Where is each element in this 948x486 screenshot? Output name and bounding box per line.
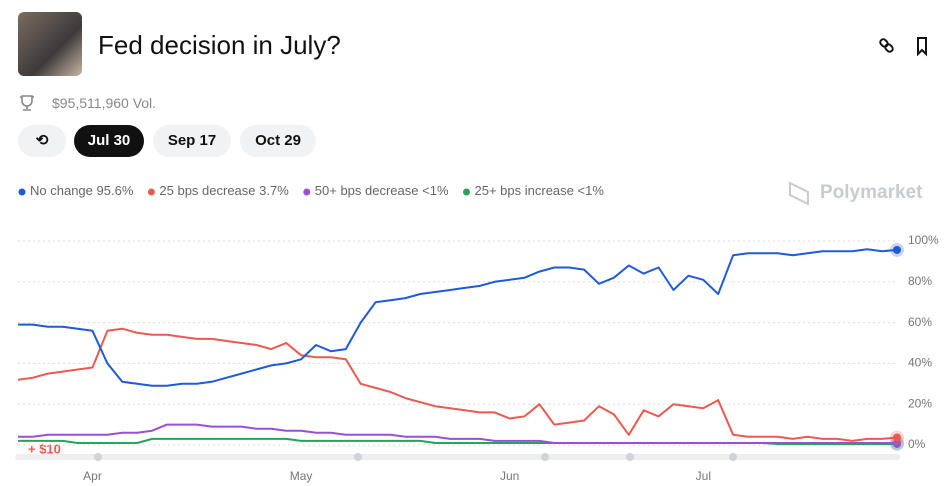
series-line [18, 248, 898, 387]
trophy-icon [20, 95, 34, 111]
legend-dot [463, 188, 471, 196]
x-tick-label: Jun [500, 469, 519, 483]
legend-entry: 25+ bps increase <1% [475, 183, 605, 198]
legend-value: 95.6% [97, 183, 134, 198]
timeline-dots [94, 453, 737, 461]
legend-value: <1% [578, 183, 605, 198]
y-tick-label: 60% [908, 315, 932, 329]
y-tick-label: 80% [908, 274, 932, 288]
date-tab[interactable]: Sep 17 [153, 125, 231, 157]
volume: $95,511,960 Vol. [52, 95, 157, 111]
avatar [18, 12, 82, 76]
brand: Polymarket [820, 182, 923, 203]
brand-logo [789, 181, 809, 206]
legend-name: 50+ bps decrease [315, 183, 419, 198]
annotation: + $10 [28, 441, 61, 456]
legend-value: <1% [422, 183, 449, 198]
legend-value: 3.7% [259, 183, 289, 198]
legend-name: No change [30, 183, 93, 198]
legend-dot [147, 188, 155, 196]
title: Fed decision in July? [98, 30, 341, 60]
legend-entry: 50+ bps decrease <1% [315, 183, 449, 198]
legend-entry: 25 bps decrease 3.7% [159, 183, 289, 198]
end-dot [893, 433, 901, 442]
y-tick-label: 20% [908, 396, 932, 410]
date-tab[interactable]: Jul 30 [74, 125, 144, 157]
legend-dot [303, 188, 311, 196]
series-line [18, 423, 897, 444]
legend-name: 25+ bps increase [475, 183, 574, 198]
legend-entry: No change 95.6% [30, 183, 134, 198]
series-line [17, 327, 898, 442]
y-tick-label: 40% [908, 356, 932, 370]
legend-name: 25 bps decrease [159, 183, 255, 198]
history-button[interactable]: ⟲ [18, 125, 66, 157]
y-tick-label: 0% [908, 437, 926, 451]
x-tick-label: May [290, 469, 313, 483]
end-dot [893, 438, 901, 447]
legend-dot [18, 188, 26, 196]
icons[interactable] [876, 35, 936, 57]
date-tab[interactable]: Oct 29 [240, 125, 316, 157]
x-tick-label: Apr [83, 469, 102, 483]
x-tick-label: Jul [696, 469, 711, 483]
end-dot [893, 245, 901, 254]
y-tick-label: 100% [908, 233, 939, 247]
